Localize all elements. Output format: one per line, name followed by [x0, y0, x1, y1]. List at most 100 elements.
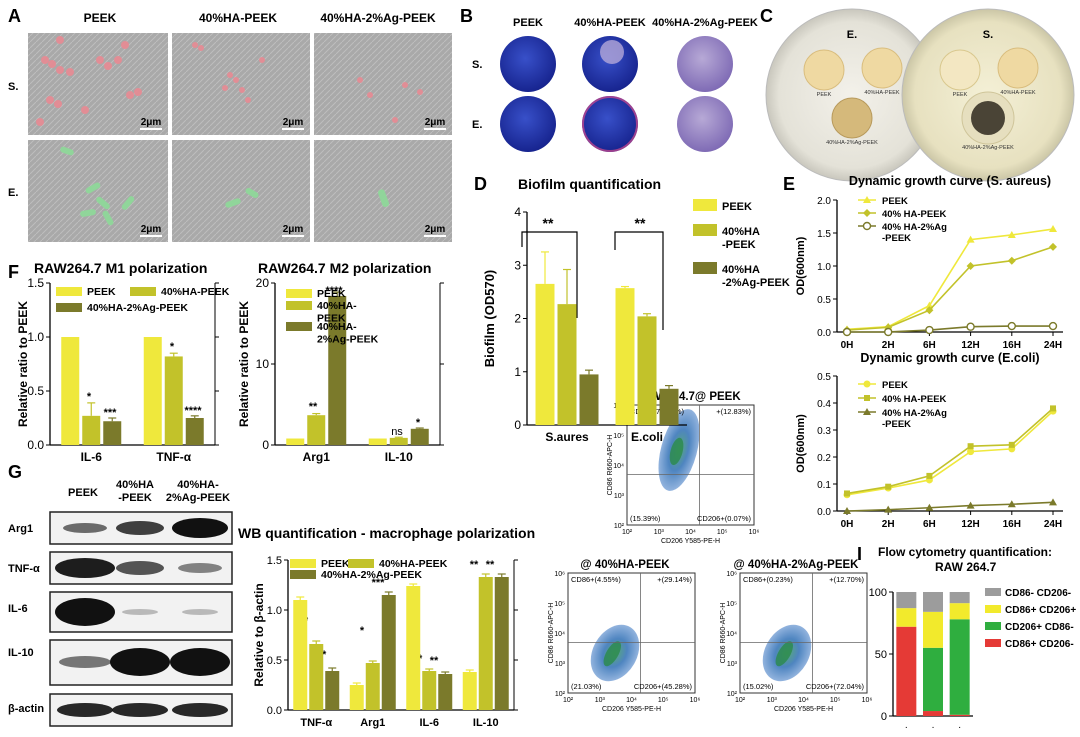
stain-disc	[677, 96, 733, 152]
legend-label-line: -2%Ag-PEEK	[722, 277, 790, 289]
x-tick-label: 10³	[767, 697, 778, 704]
sig-mark: *	[170, 341, 175, 353]
legend-label-line: PEEK	[882, 196, 908, 207]
y-tick-label: 0.5	[817, 295, 831, 306]
x-tick-label: 10⁴	[685, 529, 696, 536]
lane-label-part: 40%HA-	[177, 479, 219, 491]
bar	[328, 295, 347, 445]
flow-plot-title: @ 40%HA-PEEK	[580, 559, 670, 571]
legend-label-line: -PEEK	[882, 419, 911, 430]
legend-label-line: PEEK	[87, 286, 116, 298]
disc-label: PEEK	[817, 92, 832, 98]
data-point	[842, 327, 852, 337]
y-tick-label: 1.5	[817, 229, 831, 240]
legend-label: 40%HA-2%Ag-PEEK	[87, 302, 188, 314]
series-line	[846, 246, 1054, 331]
x-tick-label: 10⁶	[749, 529, 760, 536]
bar	[325, 671, 340, 710]
bar	[185, 418, 204, 445]
scale-bar	[424, 235, 446, 237]
stain-disc	[582, 96, 638, 152]
panel-B-col-2: 40%HA-PEEK	[574, 17, 646, 29]
panel-F-letter: F	[8, 262, 19, 282]
legend-label: 40%HA-2%Ag-PEEK	[321, 569, 422, 581]
y-tick-label: 1	[514, 365, 521, 379]
panel-D-letter: D	[474, 174, 487, 194]
stain-disc	[677, 36, 733, 92]
x-tick-label: 24H	[1044, 519, 1062, 530]
y-tick-label: 0.3	[817, 426, 831, 437]
x-tick-label: 16H	[1003, 519, 1021, 530]
x-tick-label: 10⁶	[862, 697, 873, 704]
data-point	[966, 501, 975, 509]
scale-label: 2μm	[283, 117, 304, 128]
bar	[368, 438, 387, 445]
disc-label: 40%HA-2%Ag-PEEK	[962, 145, 1014, 151]
bar	[286, 438, 305, 445]
panel-A-sem-images: 2μm 2μm 2μm 2μm 2μm 2μm	[28, 33, 452, 242]
data-point	[1007, 230, 1016, 238]
stacked-bar-segment	[949, 592, 970, 604]
data-point	[925, 325, 934, 335]
panel-A-col-2: 40%HA-PEEK	[199, 11, 277, 25]
legend-label: CD206+ CD86-	[1005, 622, 1074, 633]
x-tick-label: 10³	[595, 697, 606, 704]
x-tick-label: ·	[958, 722, 961, 733]
quadrant-label: CD86+(0.23%)	[743, 575, 793, 584]
scale-bar	[140, 235, 162, 237]
flow-density-core	[603, 641, 621, 667]
stacked-bar-segment	[949, 619, 970, 715]
bar	[637, 316, 657, 425]
data-point	[926, 472, 933, 479]
y-axis-label: OD(600nm)	[795, 236, 807, 295]
legend-marker	[863, 380, 871, 388]
panel-E-letter: E	[783, 174, 795, 194]
x-tick-label: 10²	[735, 697, 746, 704]
x-tick-label: 12H	[961, 519, 979, 530]
legend-label-line: 40% HA-2%Ag	[882, 222, 947, 233]
quadrant-label: CD206+(0.07%)	[697, 514, 751, 523]
x-tick-label: TNF-α	[156, 450, 191, 464]
data-point	[1008, 441, 1015, 448]
sig-mark: ****	[184, 405, 202, 417]
y-tick-label: 10³	[555, 661, 566, 668]
y-tick-label: 1.0	[817, 262, 831, 273]
legend-label-line: 40%HA-	[317, 300, 357, 312]
panel-G-letter: G	[8, 462, 22, 482]
panel-A-row-S: S.	[8, 81, 18, 93]
panel-A-row-E: E.	[8, 187, 18, 199]
legend-swatch	[985, 622, 1001, 630]
wb-title: WB quantification - macrophage polarizat…	[238, 525, 535, 541]
panel-C-letter: C	[760, 6, 773, 26]
x-tick-label: 16H	[1003, 340, 1021, 351]
panel-C-plates: E. S. PEEK 40%HA-PEEK 40%HA-2%Ag-PEEK PE…	[765, 8, 1075, 182]
legend-swatch	[290, 559, 316, 568]
lane-label: 40%HA -PEEK	[116, 479, 154, 504]
scale-bar	[424, 128, 446, 130]
y-tick-label: 2	[514, 312, 521, 326]
series-line	[846, 410, 1054, 496]
bar	[438, 674, 453, 710]
x-tick-label: 10⁵	[658, 697, 669, 704]
panel-B-stain-discs	[500, 36, 733, 152]
legend-label-line: PEEK	[317, 288, 346, 300]
y-tick-label: 0	[262, 438, 269, 452]
x-axis-label: CD206 Y585-PE-H	[774, 706, 833, 713]
data-point	[844, 490, 850, 497]
legend-marker	[863, 408, 871, 415]
data-point	[843, 507, 851, 514]
chart-title: Dynamic growth curve (S. aureus)	[849, 174, 1051, 188]
legend-swatch	[56, 287, 82, 296]
lane-label-part: 2%Ag-PEEK	[166, 492, 230, 504]
legend-label: 40%HA-PEEK	[317, 300, 357, 325]
bar	[349, 685, 364, 710]
flow-plot-title: @ 40%HA-2%Ag-PEEK	[734, 559, 860, 571]
legend-swatch	[348, 559, 374, 568]
quadrant-label: (15.02%)	[743, 682, 774, 691]
blot-row-label: β-actin	[8, 703, 44, 715]
flow-density-core	[775, 641, 793, 667]
blot-row-label: Arg1	[8, 523, 33, 535]
x-tick-label: IL-6	[419, 717, 439, 729]
x-tick-label: Arg1	[360, 717, 385, 729]
